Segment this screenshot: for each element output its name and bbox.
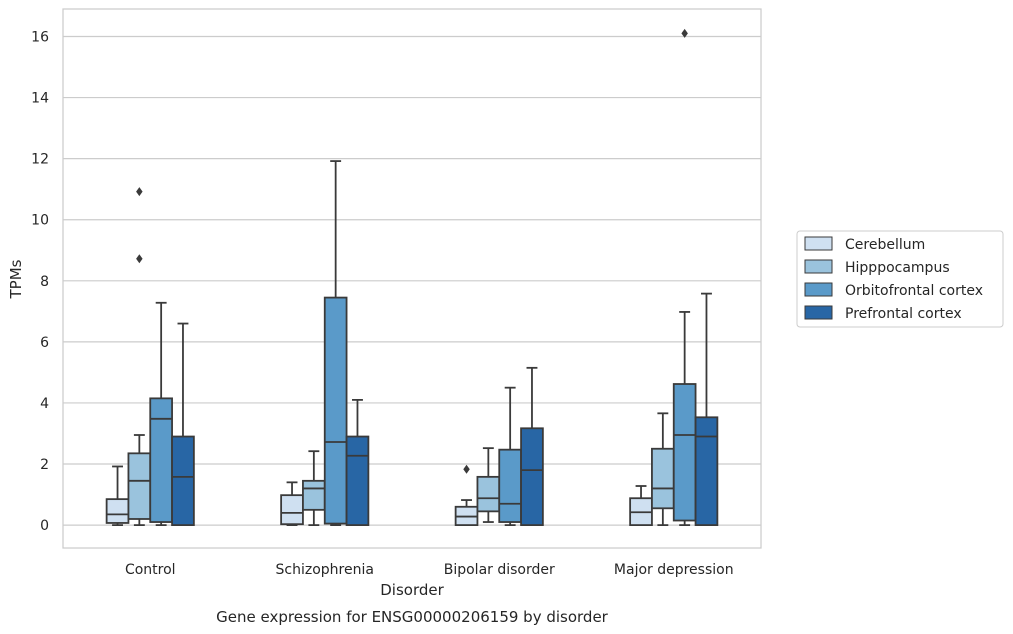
x-tick-labels: Control Schizophrenia Bipolar disorder Majo…	[125, 562, 734, 578]
y-tick-labels: 0 2 4 6 8 10 12 14 16	[31, 29, 49, 534]
outlier-point	[136, 187, 143, 197]
y-tick-label: 0	[40, 518, 49, 534]
y-tick-label: 16	[31, 29, 49, 45]
outlier-point	[681, 28, 688, 38]
legend-swatch	[804, 282, 833, 297]
box-iqr	[476, 475, 501, 513]
box-orbitofrontal-cortex	[498, 386, 522, 526]
box-iqr	[302, 479, 326, 511]
box-cerebellum	[105, 465, 130, 526]
legend-label: Cerebellum	[845, 237, 925, 253]
box-iqr	[105, 498, 130, 524]
box-orbitofrontal-cortex	[323, 160, 348, 526]
box-iqr	[520, 427, 544, 526]
x-tick-label: Bipolar disorder	[444, 562, 555, 578]
legend-swatch	[804, 259, 833, 274]
box-prefrontal-cortex	[171, 322, 195, 526]
box-cerebellum	[629, 485, 653, 526]
box-hipppocampus	[127, 187, 152, 526]
y-tick-label: 12	[31, 152, 49, 168]
box-iqr	[345, 435, 370, 526]
legend: Cerebellum Hipppocampus Orbitofrontal cort…	[796, 230, 1004, 328]
box-prefrontal-cortex	[345, 398, 370, 526]
x-tick-label: Schizophrenia	[276, 562, 374, 578]
box-orbitofrontal-cortex	[672, 28, 697, 526]
box-cerebellum	[280, 481, 304, 526]
box-iqr	[323, 296, 348, 525]
x-tick-label: Control	[125, 562, 176, 578]
box-iqr	[127, 452, 152, 520]
legend-swatch	[804, 236, 833, 251]
outlier-point	[136, 254, 143, 264]
box-groups	[105, 28, 719, 526]
y-tick-label: 10	[31, 213, 49, 229]
box-hipppocampus	[476, 447, 501, 523]
legend-frame	[796, 230, 1004, 328]
box-hipppocampus	[651, 412, 675, 526]
y-axis-label: TPMs	[7, 259, 25, 299]
box-iqr	[171, 435, 195, 526]
box-iqr	[672, 383, 697, 522]
outlier-point	[463, 464, 470, 474]
chart-caption: Gene expression for ENSG00000206159 by d…	[216, 608, 609, 626]
box-iqr	[498, 448, 522, 523]
box-iqr	[694, 416, 719, 526]
box-iqr	[651, 447, 675, 510]
legend-label: Prefrontal cortex	[845, 306, 962, 322]
y-tick-label: 8	[40, 274, 49, 290]
legend-label: Orbitofrontal cortex	[845, 283, 983, 299]
y-tick-label: 6	[40, 335, 49, 351]
legend-swatch	[804, 305, 833, 320]
box-hipppocampus	[302, 450, 326, 526]
y-tick-label: 2	[40, 457, 49, 473]
x-tick-label: Major depression	[614, 562, 734, 578]
legend-entries: Cerebellum Hipppocampus Orbitofrontal cort…	[804, 236, 983, 322]
box-cerebellum	[454, 464, 479, 526]
box-iqr	[280, 494, 304, 526]
legend-label: Hipppocampus	[845, 260, 950, 276]
plot-frame	[62, 8, 762, 549]
box-iqr	[149, 397, 173, 523]
box-orbitofrontal-cortex	[149, 301, 173, 526]
box-prefrontal-cortex	[520, 366, 544, 526]
y-tick-label: 14	[31, 91, 49, 107]
box-prefrontal-cortex	[694, 292, 719, 526]
x-axis-label: Disorder	[380, 581, 444, 599]
y-tick-label: 4	[40, 396, 49, 412]
